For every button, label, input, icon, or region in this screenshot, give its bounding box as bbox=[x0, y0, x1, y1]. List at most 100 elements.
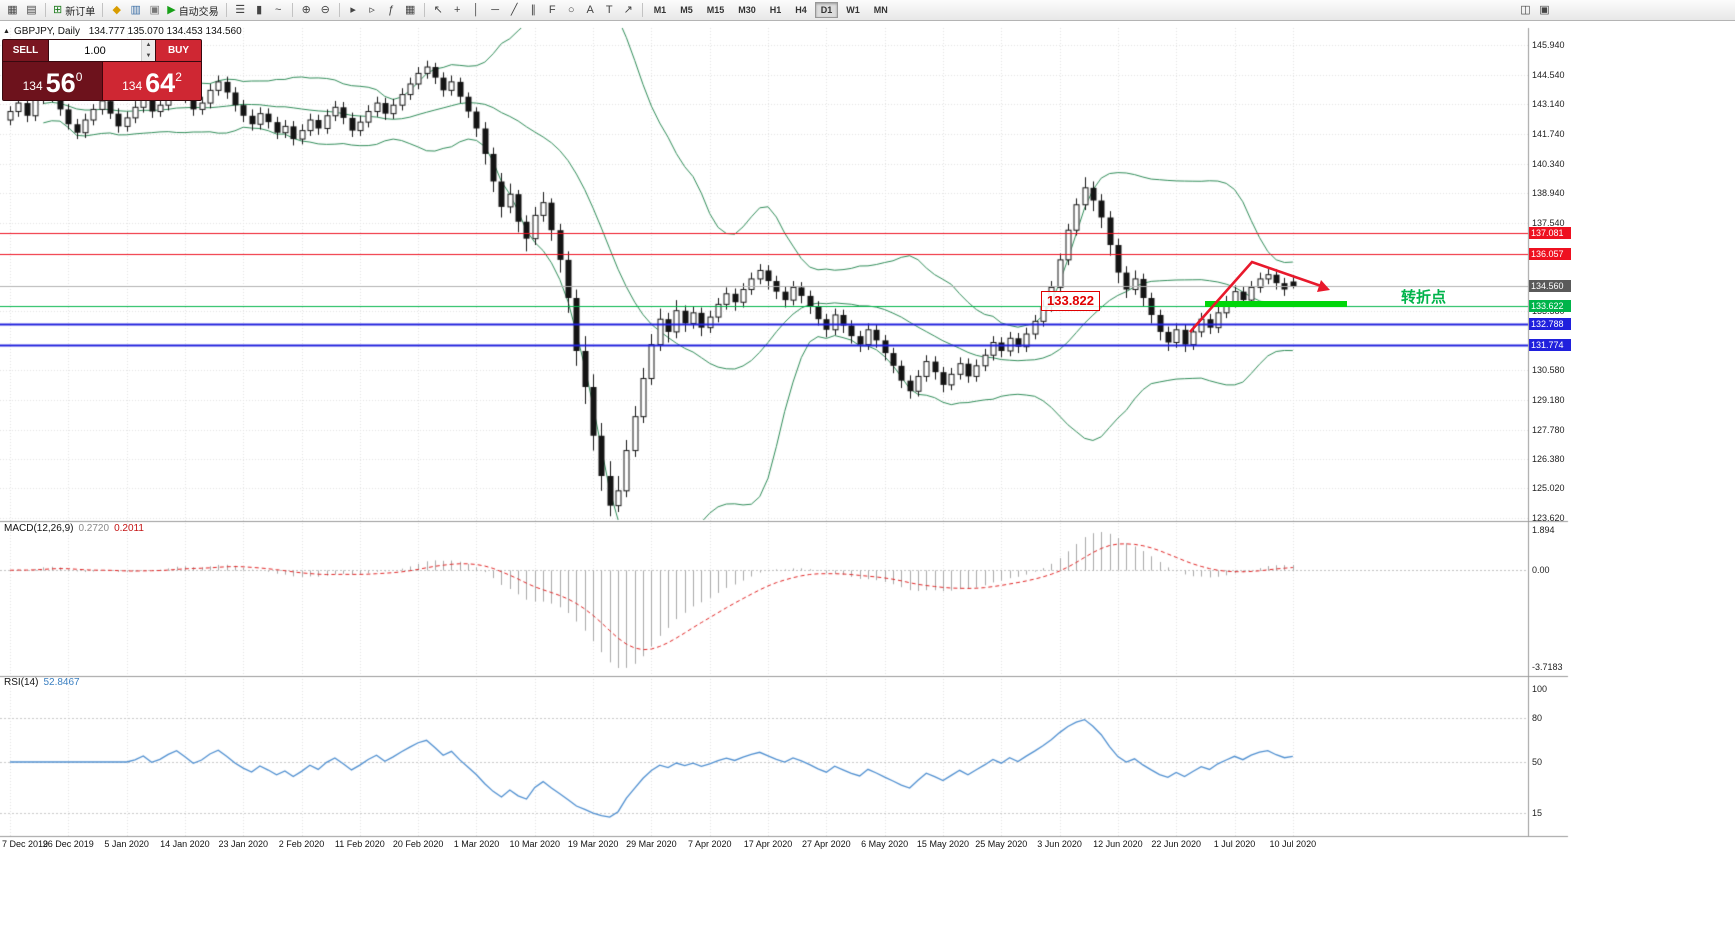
timeframe-m15[interactable]: M15 bbox=[701, 2, 731, 18]
time-axis-label: 7 Apr 2020 bbox=[687, 839, 732, 849]
timeframe-w1[interactable]: W1 bbox=[840, 2, 866, 18]
time-axis-label: 2 Feb 2020 bbox=[278, 839, 325, 849]
price-tick-label: 144.540 bbox=[1532, 69, 1565, 80]
crosshair-icon: + bbox=[453, 3, 461, 16]
new-chart-icon: ▦ bbox=[7, 3, 18, 16]
channel-button[interactable]: ∥ bbox=[524, 2, 543, 19]
navigator-button[interactable]: ◆ bbox=[107, 2, 126, 19]
timeframe-m1[interactable]: M1 bbox=[648, 2, 673, 18]
price-tick-label: 125.020 bbox=[1532, 483, 1565, 494]
sell-price-display[interactable]: 134 56 0 bbox=[3, 62, 103, 100]
volume-down-icon[interactable]: ▼ bbox=[142, 50, 155, 61]
indicators-button[interactable]: ƒ bbox=[382, 2, 401, 19]
line-chart-button[interactable]: ~ bbox=[269, 2, 288, 19]
crosshair-button[interactable]: + bbox=[448, 2, 467, 19]
fibonacci-button[interactable]: F bbox=[543, 2, 562, 19]
timeframe-mn[interactable]: MN bbox=[868, 2, 894, 18]
timeframe-m30[interactable]: M30 bbox=[732, 2, 762, 18]
new-chart-button[interactable]: ▦ bbox=[3, 2, 22, 19]
time-axis-label: 20 Feb 2020 bbox=[392, 839, 444, 849]
new-order-button-button[interactable]: ⊞ 新订单 bbox=[50, 2, 98, 19]
auto-trading-button-label: 自动交易 bbox=[178, 6, 219, 18]
rsi-title: RSI(14) bbox=[4, 677, 39, 688]
time-axis-label: 25 May 2020 bbox=[975, 839, 1028, 849]
time-axis-label: 3 Jun 2020 bbox=[1037, 839, 1082, 849]
time-axis-label: 17 Apr 2020 bbox=[743, 839, 793, 849]
toolbar-group: ☰ ▮ ~ bbox=[231, 2, 288, 19]
auto-scroll-button[interactable]: ▸ bbox=[344, 2, 363, 19]
volume-input[interactable] bbox=[49, 40, 141, 61]
buy-price-display[interactable]: 134 64 2 bbox=[103, 62, 201, 100]
pane-separator-macd[interactable] bbox=[0, 520, 1568, 524]
line-chart-icon: ~ bbox=[274, 3, 282, 16]
bar-chart-button[interactable]: ☰ bbox=[231, 2, 250, 19]
price-tag: 137.081 bbox=[1529, 226, 1571, 239]
toolbar-separator bbox=[45, 3, 46, 17]
main-toolbar: ▦ ▤ ⊞ 新订单 ◆ ▥ ▣ ▶ 自动交易 ☰ ▮ ~ ⊕ ⊖ ▸ ▹ ƒ ▦ ↖ + │ ─ ╱ ∥ F ○ A T ↗ M1 M5 M1… bbox=[0, 0, 1735, 21]
symbol-ohlc-header: GBPJPY, Daily 134.777 135.070 134.453 13… bbox=[14, 26, 242, 37]
support-highlight-line[interactable] bbox=[1205, 301, 1347, 307]
timeframe-h1[interactable]: H1 bbox=[764, 2, 788, 18]
text-button[interactable]: A bbox=[581, 2, 600, 19]
macd-pane-header: MACD(12,26,9) 0.2720 0.2011 bbox=[4, 523, 144, 534]
sell-price-integer: 134 bbox=[22, 79, 43, 93]
price-tag: 132.788 bbox=[1529, 317, 1571, 330]
toolbar-group: ↖ + │ ─ ╱ ∥ F ○ A T ↗ bbox=[429, 2, 638, 19]
toolbar-group: ▦ ▤ bbox=[3, 2, 41, 19]
volume-up-icon[interactable]: ▲ bbox=[142, 40, 155, 51]
buy-button[interactable]: BUY bbox=[155, 40, 201, 61]
window-cascade-button[interactable]: ▣ bbox=[1535, 2, 1554, 19]
rsi-pane-header: RSI(14) 52.8467 bbox=[4, 677, 80, 688]
ohlc-values: 134.777 135.070 134.453 134.560 bbox=[88, 26, 242, 37]
toolbar-group: ⊞ 新订单 bbox=[50, 2, 98, 19]
vertical-line-button[interactable]: │ bbox=[467, 2, 486, 19]
time-axis-label: 1 Jul 2020 bbox=[1213, 839, 1256, 849]
macd-tick-label: 1.894 bbox=[1532, 525, 1555, 535]
zoom-in-button[interactable]: ⊕ bbox=[297, 2, 316, 19]
trend-arrow[interactable] bbox=[1180, 248, 1340, 342]
trade-panel-collapse-icon[interactable]: ▲ bbox=[3, 28, 10, 35]
shapes-button[interactable]: ○ bbox=[562, 2, 581, 19]
arrow-tool-button[interactable]: ↗ bbox=[619, 2, 638, 19]
candlestick-chart-button[interactable]: ▮ bbox=[250, 2, 269, 19]
grid-icon: ▦ bbox=[404, 3, 416, 16]
timeframe-group: M1 M5 M15 M30 H1 H4 D1 W1 MN bbox=[647, 2, 895, 18]
time-axis-label: 6 May 2020 bbox=[861, 839, 909, 849]
window-tile-button[interactable]: ◫ bbox=[1516, 2, 1535, 19]
toolbar-group: ◆ ▥ ▣ ▶ 自动交易 bbox=[107, 2, 221, 19]
cursor-button[interactable]: ↖ bbox=[429, 2, 448, 19]
auto-trading-button-button[interactable]: ▶ 自动交易 bbox=[164, 2, 221, 19]
chart-shift-button[interactable]: ▹ bbox=[363, 2, 382, 19]
toolbar-separator bbox=[338, 3, 340, 17]
sell-button[interactable]: SELL bbox=[3, 40, 49, 61]
price-tick-label: 141.740 bbox=[1532, 128, 1565, 139]
timeframe-h4[interactable]: H4 bbox=[789, 2, 813, 18]
symbol-title: GBPJPY, Daily bbox=[14, 26, 80, 37]
buy-price-integer: 134 bbox=[122, 79, 143, 93]
zoom-out-button[interactable]: ⊖ bbox=[316, 2, 335, 19]
toolbar-separator bbox=[225, 3, 227, 17]
trendline-button[interactable]: ╱ bbox=[505, 2, 524, 19]
horizontal-line-button[interactable]: ─ bbox=[486, 2, 505, 19]
vertical-line-icon: │ bbox=[472, 3, 480, 16]
time-axis-label: 11 Feb 2020 bbox=[334, 839, 385, 849]
rsi-tick-label: 80 bbox=[1532, 713, 1543, 724]
terminal-button[interactable]: ▣ bbox=[145, 2, 164, 19]
pane-separator-rsi[interactable] bbox=[0, 675, 1568, 679]
grid-button[interactable]: ▦ bbox=[401, 2, 420, 19]
profiles-button[interactable]: ▤ bbox=[22, 2, 41, 19]
market-watch-button[interactable]: ▥ bbox=[126, 2, 145, 19]
time-axis-label: 26 Dec 2019 bbox=[42, 839, 94, 849]
time-axis-label: 19 Mar 2020 bbox=[567, 839, 619, 849]
timeframe-d1[interactable]: D1 bbox=[814, 2, 839, 18]
price-annotation-box[interactable]: 133.822 bbox=[1041, 291, 1100, 311]
label-button[interactable]: T bbox=[600, 2, 619, 19]
terminal-icon: ▣ bbox=[149, 3, 160, 16]
timeframe-m5[interactable]: M5 bbox=[674, 2, 699, 18]
turning-point-label[interactable]: 转折点 bbox=[1401, 289, 1447, 306]
price-tag: 131.774 bbox=[1529, 339, 1571, 352]
macd-title: MACD(12,26,9) bbox=[4, 523, 74, 534]
macd-tick-label: 0.00 bbox=[1532, 564, 1550, 575]
